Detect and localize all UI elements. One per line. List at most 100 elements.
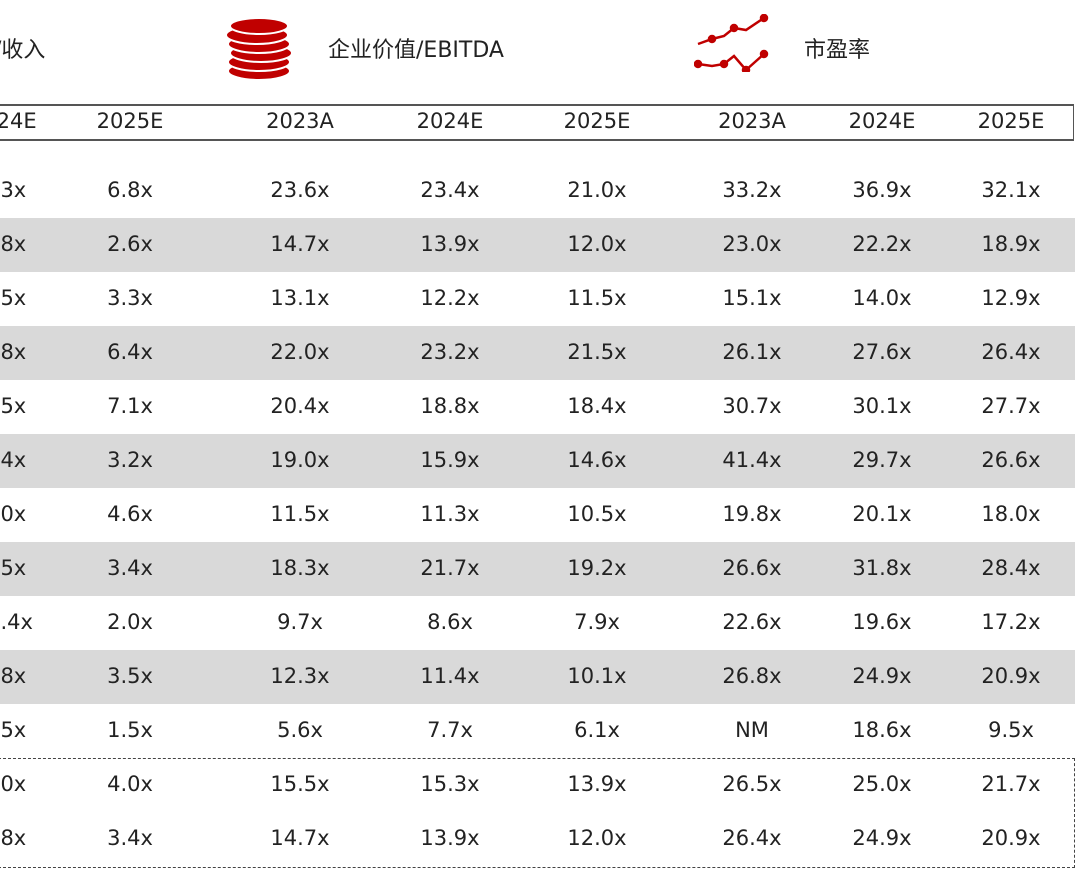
column-header: 2024E [848, 109, 916, 133]
table-cell: 3.2x [107, 448, 153, 472]
table-cell: 18.8x [420, 394, 480, 418]
table-cell: .4x [0, 448, 27, 472]
table-cell: .8x [0, 232, 27, 256]
table-cell: 14.7x [270, 232, 330, 256]
table-cell: 7.9x [574, 610, 620, 634]
table-cell: .0x [0, 502, 27, 526]
table-row: .0x 4.0x 15.5x 15.3x 13.9x 26.5x 25.0x 21.7x [0, 758, 1075, 812]
table-row: .8x 3.4x 14.7x 13.9x 12.0x 26.4x 24.9x 20.9x [0, 812, 1075, 866]
table-cell: 29.7x [852, 448, 912, 472]
table-cell: 23.0x [722, 232, 782, 256]
table-cell: 13.9x [420, 232, 480, 256]
table-cell: 41.4x [722, 448, 782, 472]
table-cell: 20.4x [270, 394, 330, 418]
table-cell: 26.4x [981, 340, 1041, 364]
table-cell: 2.0x [107, 610, 153, 634]
table-cell: 3.4x [107, 556, 153, 580]
table-row: 1.4x 2.0x 9.7x 8.6x 7.9x 22.6x 19.6x 17.2x [0, 596, 1075, 650]
table-header: 024E 2025E 2023A 2024E 2025E 2023A 2024E 2025E [0, 104, 1074, 141]
table-cell: 20.9x [981, 826, 1041, 850]
table-cell: 3.5x [107, 664, 153, 688]
table-cell: 25.0x [852, 772, 912, 796]
table-cell: 6.8x [107, 178, 153, 202]
table-cell: 26.6x [981, 448, 1041, 472]
table-cell: 19.6x [852, 610, 912, 634]
column-header: 2025E [977, 109, 1045, 133]
table-cell: 6.1x [574, 718, 620, 742]
table-cell: 15.1x [722, 286, 782, 310]
table-cell: 10.5x [567, 502, 627, 526]
column-header: 2025E [563, 109, 631, 133]
table-cell: 8.6x [427, 610, 473, 634]
line-chart-icon [694, 14, 769, 72]
summary-box [0, 758, 1075, 868]
table-cell: 12.0x [567, 826, 627, 850]
table-row: .4x 3.2x 19.0x 15.9x 14.6x 41.4x 29.7x 26.6x [0, 434, 1075, 488]
table-cell: 11.4x [420, 664, 480, 688]
table-cell: 1.4x [0, 610, 33, 634]
table-cell: 22.2x [852, 232, 912, 256]
table-cell: 3.4x [107, 826, 153, 850]
table-cell: 14.6x [567, 448, 627, 472]
table-cell: .8x [0, 826, 27, 850]
column-header: 2024E [416, 109, 484, 133]
table-cell: 24.9x [852, 664, 912, 688]
table-cell: 18.0x [981, 502, 1041, 526]
table-cell: 12.3x [270, 664, 330, 688]
table-cell: 26.5x [722, 772, 782, 796]
table-cell: NM [735, 718, 769, 742]
table-cell: 28.4x [981, 556, 1041, 580]
column-header: 2023A [266, 109, 334, 133]
table-cell: 27.7x [981, 394, 1041, 418]
table-cell: 18.6x [852, 718, 912, 742]
table-cell: 26.6x [722, 556, 782, 580]
table-cell: 12.9x [981, 286, 1041, 310]
table-cell: .5x [0, 556, 27, 580]
table-row: .8x 2.6x 14.7x 13.9x 12.0x 23.0x 22.2x 18.9x [0, 218, 1075, 272]
table-cell: 27.6x [852, 340, 912, 364]
table-cell: 20.1x [852, 502, 912, 526]
table-row: .0x 4.6x 11.5x 11.3x 10.5x 19.8x 20.1x 18.0x [0, 488, 1075, 542]
table-cell: .5x [0, 718, 27, 742]
table-cell: 9.7x [277, 610, 323, 634]
table-cell: 18.4x [567, 394, 627, 418]
table-cell: 30.1x [852, 394, 912, 418]
table-cell: 20.9x [981, 664, 1041, 688]
section-title-ev-revenue: /收入 [0, 38, 46, 63]
table-cell: 13.9x [567, 772, 627, 796]
table-cell: 12.2x [420, 286, 480, 310]
table-cell: 24.9x [852, 826, 912, 850]
table-cell: 10.1x [567, 664, 627, 688]
table-row: .5x 3.3x 13.1x 12.2x 11.5x 15.1x 14.0x 12.9x [0, 272, 1075, 326]
table-cell: 15.3x [420, 772, 480, 796]
table-cell: 21.5x [567, 340, 627, 364]
table-cell: 26.1x [722, 340, 782, 364]
table-cell: .5x [0, 394, 27, 418]
table-cell: 13.9x [420, 826, 480, 850]
table-cell: .3x [0, 178, 27, 202]
table-cell: 2.6x [107, 232, 153, 256]
table-cell: 3.3x [107, 286, 153, 310]
table-cell: 23.6x [270, 178, 330, 202]
table-cell: 18.9x [981, 232, 1041, 256]
column-header: 024E [0, 109, 37, 133]
table-cell: 6.4x [107, 340, 153, 364]
table-cell: 21.7x [981, 772, 1041, 796]
table-cell: 33.2x [722, 178, 782, 202]
table-cell: 14.0x [852, 286, 912, 310]
table-cell: 19.8x [722, 502, 782, 526]
table-cell: 18.3x [270, 556, 330, 580]
table-cell: 19.2x [567, 556, 627, 580]
table-cell: .8x [0, 340, 27, 364]
table-cell: 17.2x [981, 610, 1041, 634]
table-cell: 13.1x [270, 286, 330, 310]
table-cell: 14.7x [270, 826, 330, 850]
table-row: .8x 3.5x 12.3x 11.4x 10.1x 26.8x 24.9x 20.9x [0, 650, 1075, 704]
table-cell: 9.5x [988, 718, 1034, 742]
table-cell: 23.2x [420, 340, 480, 364]
table-row: .5x 1.5x 5.6x 7.7x 6.1x NM 18.6x 9.5x [0, 704, 1075, 758]
table-cell: 11.3x [420, 502, 480, 526]
table-cell: 11.5x [270, 502, 330, 526]
table-cell: 7.7x [427, 718, 473, 742]
table-cell: 7.1x [107, 394, 153, 418]
